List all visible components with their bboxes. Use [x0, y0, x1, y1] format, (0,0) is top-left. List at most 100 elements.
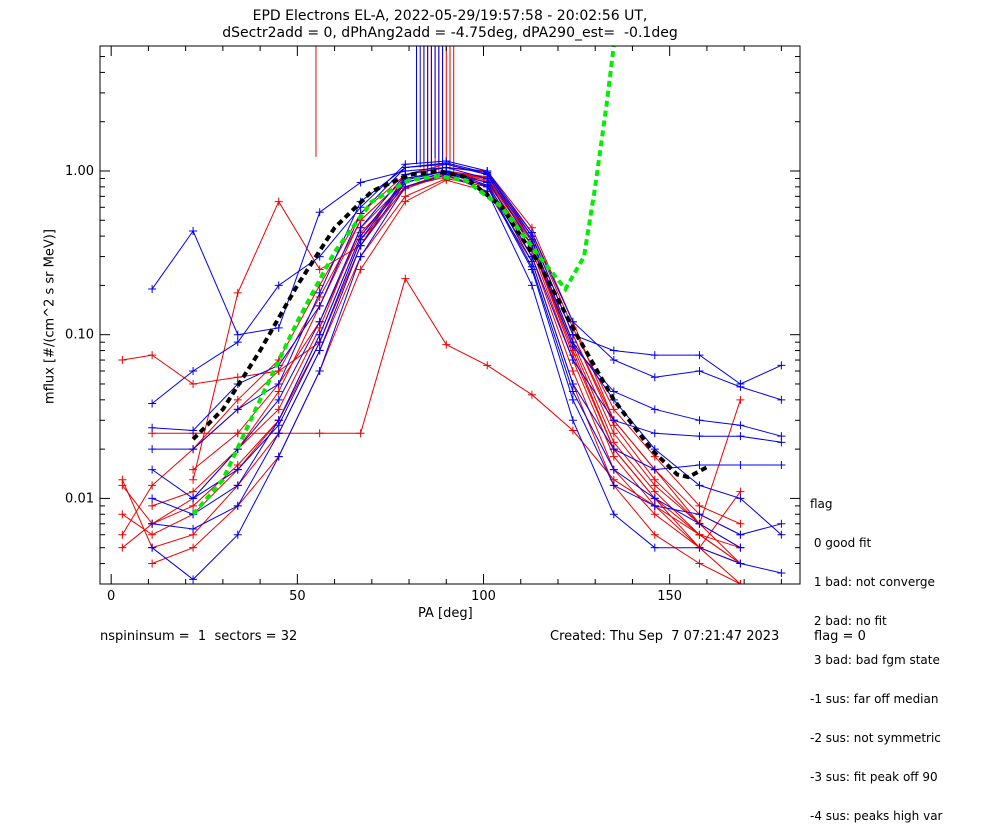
data-point-marker	[736, 519, 745, 528]
data-point-marker	[189, 426, 198, 435]
legend-item: 3 bad: bad fgm state	[810, 653, 940, 667]
data-point-marker	[736, 543, 745, 552]
data-point-marker	[274, 387, 283, 396]
data-point-marker	[483, 169, 492, 178]
data-point-marker	[148, 559, 157, 568]
data-point-marker	[736, 421, 745, 430]
series-line	[192, 170, 741, 549]
data-point-marker	[274, 452, 283, 461]
series-line	[152, 162, 782, 536]
legend-item: -2 sus: not symmetric	[810, 731, 941, 745]
y-tick-label: 0.10	[65, 328, 94, 343]
data-point-marker	[568, 317, 577, 326]
data-point-marker	[315, 346, 324, 355]
data-point-marker	[315, 367, 324, 376]
data-point-marker	[777, 460, 786, 469]
data-point-marker	[777, 530, 786, 539]
data-point-marker	[695, 351, 704, 360]
data-point-marker	[401, 182, 410, 191]
data-point-marker	[527, 228, 536, 237]
data-point-marker	[148, 399, 157, 408]
chart-title-line2: dSectr2add = 0, dPhAng2add = -4.75deg, d…	[222, 25, 678, 41]
data-point-marker	[695, 416, 704, 425]
data-point-marker	[148, 481, 157, 490]
data-point-marker	[568, 356, 577, 365]
black-fit-curve	[191, 168, 708, 480]
data-point-marker	[609, 405, 618, 414]
data-point-marker	[650, 487, 659, 496]
spike-lines	[315, 46, 455, 179]
data-point-marker	[609, 510, 618, 519]
data-point-marker	[695, 530, 704, 539]
chart-title-line1: EPD Electrons EL-A, 2022-05-29/19:57:58 …	[252, 8, 648, 24]
x-tick-label: 50	[289, 589, 306, 604]
data-point-marker	[527, 281, 536, 290]
data-point-marker	[442, 340, 451, 349]
data-point-marker	[736, 382, 745, 391]
data-point-marker	[189, 226, 198, 235]
data-point-marker	[777, 361, 786, 370]
data-point-marker	[274, 405, 283, 414]
data-point-marker	[650, 510, 659, 519]
x-tick-label: 100	[471, 589, 496, 604]
data-point-marker	[148, 530, 157, 539]
data-point-marker	[695, 432, 704, 441]
data-point-marker	[118, 530, 127, 539]
data-point-marker	[777, 395, 786, 404]
data-point-marker	[650, 429, 659, 438]
green-fit-curve	[191, 46, 616, 516]
data-point-marker	[736, 530, 745, 539]
data-point-marker	[189, 543, 198, 552]
data-point-marker	[356, 265, 365, 274]
data-point-marker	[609, 387, 618, 396]
series-line	[152, 171, 782, 536]
data-point-marker	[148, 543, 157, 552]
data-point-marker	[609, 445, 618, 454]
data-point-marker	[650, 543, 659, 552]
data-point-marker	[695, 501, 704, 510]
series-line	[152, 277, 741, 564]
footer-flag: flag = 0	[814, 629, 866, 644]
data-point-marker	[189, 487, 198, 496]
data-point-marker	[233, 501, 242, 510]
data-point-marker	[233, 405, 242, 414]
y-tick-label: 1.00	[65, 164, 94, 179]
data-point-marker	[695, 559, 704, 568]
data-point-marker	[189, 445, 198, 454]
series-line	[121, 170, 741, 564]
data-point-marker	[527, 235, 536, 244]
footer-created: Created: Thu Sep 7 07:21:47 2023	[550, 629, 780, 644]
data-point-marker	[189, 379, 198, 388]
data-point-marker	[315, 265, 324, 274]
data-point-marker	[233, 338, 242, 347]
data-point-marker	[695, 460, 704, 469]
x-tick-label: 0	[107, 589, 115, 604]
series-line	[121, 174, 741, 549]
x-tick-label: 150	[657, 589, 682, 604]
data-point-marker	[274, 281, 283, 290]
data-point-marker	[356, 178, 365, 187]
data-point-marker	[356, 223, 365, 232]
data-point-marker	[650, 494, 659, 503]
data-point-marker	[148, 351, 157, 360]
series-line	[121, 177, 741, 584]
legend-item: -4 sus: peaks high var	[810, 809, 943, 823]
data-point-marker	[527, 262, 536, 271]
data-point-marker	[315, 301, 324, 310]
data-point-marker	[189, 367, 198, 376]
series-line	[151, 170, 782, 515]
flux-series	[118, 157, 786, 584]
data-point-marker	[609, 465, 618, 474]
data-point-marker	[148, 501, 157, 510]
legend-item: 2 bad: no fit	[810, 614, 887, 628]
data-point-marker	[189, 575, 198, 584]
data-point-marker	[315, 317, 324, 326]
series-line	[151, 166, 782, 500]
data-point-marker	[274, 197, 283, 206]
data-point-marker	[736, 559, 745, 568]
data-point-marker	[568, 367, 577, 376]
data-point-marker	[148, 465, 157, 474]
data-point-marker	[189, 465, 198, 474]
data-point-marker	[233, 481, 242, 490]
series-line	[121, 163, 741, 535]
